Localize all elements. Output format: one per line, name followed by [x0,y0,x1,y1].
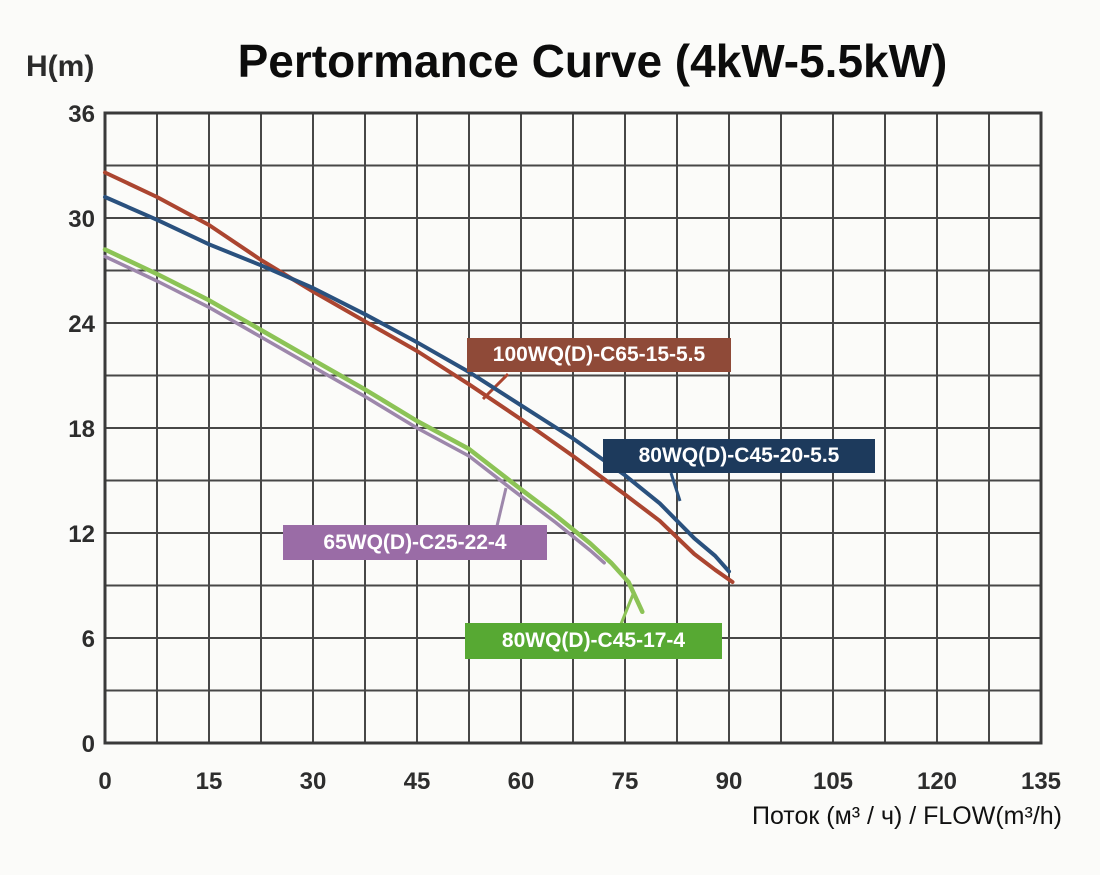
x-tick-label: 75 [611,768,639,795]
series-leader-line [481,372,510,401]
series-leader-line [495,487,508,527]
series-label-text: 65WQ(D)-C25-22-4 [323,530,507,554]
y-tick-label: 18 [68,416,95,443]
series-label-box: 80WQ(D)-C45-17-4 [465,623,722,659]
series-label-text: 100WQ(D)-C65-15-5.5 [492,343,706,366]
series-label-text: 80WQ(D)-C45-17-4 [501,629,686,652]
series-curve [102,247,645,615]
x-tick-label: 0 [98,768,112,795]
series-label-box: 65WQ(D)-C25-22-4 [283,525,547,560]
y-tick-label: 6 [81,626,95,653]
series-label-text: 80WQ(D)-C45-20-5.5 [638,444,840,467]
x-tick-label: 30 [299,768,327,795]
plot-border [103,111,1043,745]
x-tick-label: 60 [507,768,535,795]
x-tick-label: 15 [195,768,223,795]
series-curve [103,195,731,574]
x-tick-label: 105 [812,768,854,795]
series-leader-line [669,472,682,502]
series-label-box: 80WQ(D)-C45-20-5.5 [603,439,875,473]
x-tick-label: 135 [1020,768,1062,795]
x-axis-label: Поток (м³ / ч) / FLOW(m³/h) [751,802,1062,830]
series-curve [103,170,735,584]
x-tick-label: 120 [916,768,958,795]
series-label-box: 100WQ(D)-C65-15-5.5 [467,338,731,372]
y-tick-label: 12 [68,521,95,548]
x-tick-label: 90 [715,768,743,795]
series-curve [103,254,606,565]
x-tick-label: 45 [403,768,431,795]
y-tick-label: 0 [81,731,95,758]
y-axis-label: H(m) [26,50,95,83]
y-tick-label: 30 [68,206,95,233]
y-tick-label: 24 [68,311,95,338]
y-tick-label: 36 [68,101,95,128]
series-leader-line [619,591,636,625]
chart-title: Pertormance Curve (4kW-5.5kW) [237,35,948,87]
